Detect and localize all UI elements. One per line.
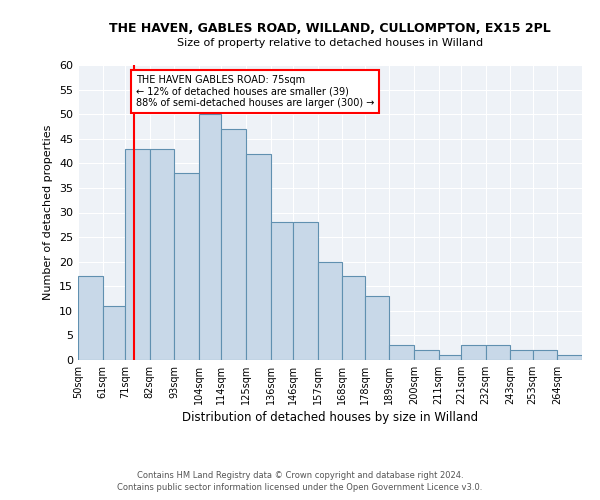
Bar <box>199 114 221 360</box>
Bar <box>271 222 293 360</box>
Bar <box>389 345 414 360</box>
Bar <box>557 355 582 360</box>
Bar <box>293 222 317 360</box>
Text: Contains public sector information licensed under the Open Government Licence v3: Contains public sector information licen… <box>118 484 482 492</box>
Text: THE HAVEN GABLES ROAD: 75sqm
← 12% of detached houses are smaller (39)
88% of se: THE HAVEN GABLES ROAD: 75sqm ← 12% of de… <box>136 75 374 108</box>
Text: Size of property relative to detached houses in Willand: Size of property relative to detached ho… <box>177 38 483 48</box>
Bar <box>78 276 103 360</box>
Bar <box>511 350 533 360</box>
Text: Contains HM Land Registry data © Crown copyright and database right 2024.: Contains HM Land Registry data © Crown c… <box>137 471 463 480</box>
Y-axis label: Number of detached properties: Number of detached properties <box>43 125 53 300</box>
Bar <box>414 350 439 360</box>
Bar <box>149 148 175 360</box>
X-axis label: Distribution of detached houses by size in Willand: Distribution of detached houses by size … <box>182 411 478 424</box>
Bar <box>103 306 125 360</box>
Bar <box>125 148 149 360</box>
Bar <box>221 129 246 360</box>
Bar <box>343 276 365 360</box>
Bar <box>485 345 511 360</box>
Bar <box>246 154 271 360</box>
Bar <box>533 350 557 360</box>
Bar <box>461 345 485 360</box>
Bar <box>365 296 389 360</box>
Text: THE HAVEN, GABLES ROAD, WILLAND, CULLOMPTON, EX15 2PL: THE HAVEN, GABLES ROAD, WILLAND, CULLOMP… <box>109 22 551 36</box>
Bar <box>175 173 199 360</box>
Bar <box>317 262 343 360</box>
Bar <box>439 355 461 360</box>
